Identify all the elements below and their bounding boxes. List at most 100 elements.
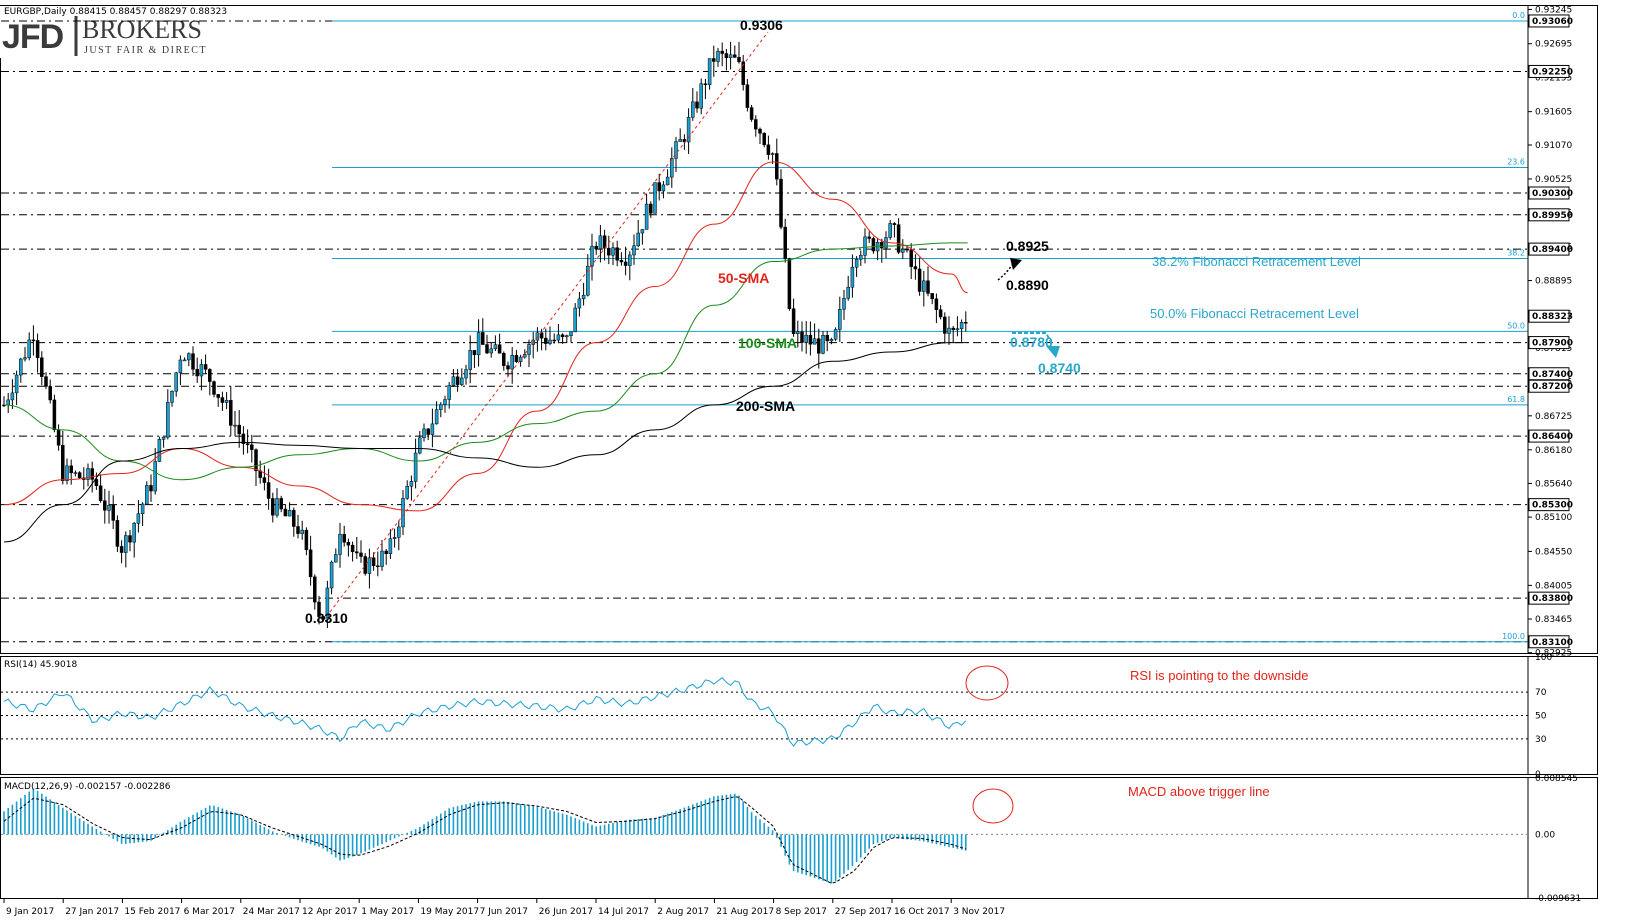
sma200-label: 200-SMA xyxy=(736,398,795,414)
date-label: 21 Aug 2017 xyxy=(716,907,774,917)
candle xyxy=(745,79,750,112)
candle xyxy=(380,540,384,571)
candle xyxy=(401,490,405,536)
candle xyxy=(224,392,229,410)
candle xyxy=(405,480,409,500)
candle-body xyxy=(279,498,283,510)
candle-body xyxy=(161,436,166,440)
pane-frames xyxy=(0,5,1598,899)
candle-body xyxy=(19,358,23,376)
candle xyxy=(905,246,909,253)
candle-body xyxy=(565,335,569,338)
candle-body xyxy=(783,226,787,260)
candle-body xyxy=(913,266,918,270)
candle-body xyxy=(514,355,519,362)
candle-body xyxy=(888,223,892,238)
rsi-indicator: 100 70 50 30 0 xyxy=(1,653,1552,780)
price-tick-label: 0.92695 xyxy=(1535,40,1572,50)
price-tick-label: 0.92155 xyxy=(1535,73,1572,83)
date-label: 6 Mar 2017 xyxy=(184,907,235,917)
candle xyxy=(586,254,590,297)
candle-body xyxy=(934,298,939,310)
candle xyxy=(535,327,540,352)
candle xyxy=(195,357,199,384)
price-box xyxy=(1528,14,1570,28)
candle xyxy=(707,58,712,90)
candle-body xyxy=(40,357,44,377)
candle xyxy=(686,108,691,154)
candle xyxy=(103,488,107,524)
candle xyxy=(397,520,401,551)
candle-body xyxy=(800,331,804,343)
candle xyxy=(111,495,115,530)
candle-body xyxy=(292,510,296,527)
candle-body xyxy=(464,369,468,379)
candle-body xyxy=(598,235,603,250)
candle xyxy=(23,347,27,362)
candle xyxy=(636,219,640,248)
candle xyxy=(598,224,603,263)
candle xyxy=(678,128,682,142)
candle-body xyxy=(434,409,439,425)
candle-body xyxy=(199,364,204,377)
candle xyxy=(262,465,267,491)
candle xyxy=(871,236,876,254)
candle xyxy=(212,380,216,398)
sma200-line xyxy=(3,342,968,543)
candle-body xyxy=(707,58,712,85)
price-box xyxy=(1528,336,1570,350)
candle-body xyxy=(619,260,624,263)
candle-body xyxy=(938,309,943,318)
candle-body xyxy=(766,144,771,155)
candle xyxy=(577,291,582,317)
moving-averages xyxy=(3,161,968,543)
candle xyxy=(136,500,141,533)
fib-ratio-label: 50.0 xyxy=(1507,321,1525,330)
candle-body xyxy=(283,508,288,517)
candle xyxy=(947,316,951,345)
candle xyxy=(493,335,498,352)
candle xyxy=(98,474,103,503)
candle-body xyxy=(917,268,922,292)
candle xyxy=(846,275,850,301)
candle-body xyxy=(556,334,561,341)
candle xyxy=(174,371,178,397)
candle-body xyxy=(170,390,174,403)
price-box xyxy=(1528,498,1570,512)
candle xyxy=(514,349,519,363)
candle xyxy=(346,538,351,557)
candle-body xyxy=(527,344,531,355)
candle-body xyxy=(502,353,506,366)
candle xyxy=(140,502,145,527)
candle-body xyxy=(754,119,758,130)
candle xyxy=(44,372,48,390)
candle xyxy=(758,127,762,145)
candle-body xyxy=(964,322,968,324)
candle-body xyxy=(212,381,216,395)
candle-body xyxy=(489,348,493,354)
candle-body xyxy=(405,485,409,499)
candle xyxy=(304,527,309,556)
date-label: 16 Oct 2017 xyxy=(894,907,950,917)
candle xyxy=(430,408,435,448)
candle-body xyxy=(607,247,611,256)
candle xyxy=(342,525,346,547)
candle-body xyxy=(27,339,31,358)
candle xyxy=(363,553,367,576)
date-label: 3 Nov 2017 xyxy=(953,907,1005,917)
price-box xyxy=(1528,429,1570,443)
candle-body xyxy=(136,513,141,524)
price-tick-label: 0.86725 xyxy=(1535,412,1572,422)
date-label: 2 Aug 2017 xyxy=(657,907,709,917)
candle-body xyxy=(871,238,876,252)
date-label: 14 Jul 2017 xyxy=(598,907,649,917)
candle-body xyxy=(317,601,321,617)
support-2-label: 0.8740 xyxy=(1038,360,1081,376)
macd-axis-label: 0.00 xyxy=(1535,830,1555,840)
candle-body xyxy=(632,245,636,256)
candle xyxy=(787,257,792,311)
candle-body xyxy=(594,245,598,250)
candle xyxy=(329,560,334,595)
candle xyxy=(619,252,624,266)
candle-body xyxy=(695,101,699,109)
